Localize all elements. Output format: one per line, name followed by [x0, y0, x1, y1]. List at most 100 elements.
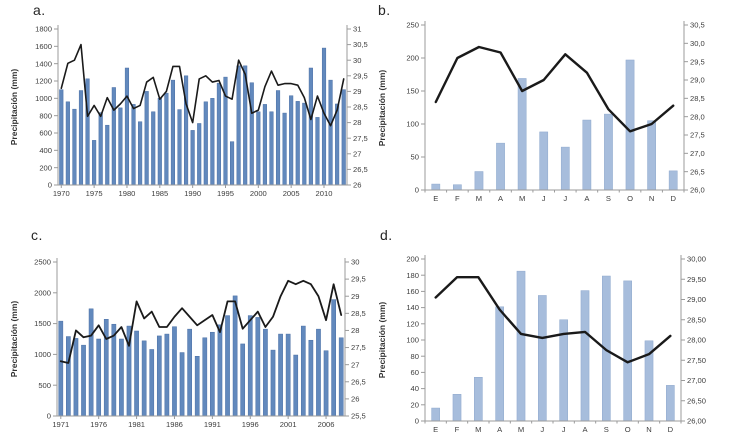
left-tick-label: 600	[39, 129, 52, 138]
bar	[118, 107, 123, 186]
bar	[270, 349, 276, 417]
bar	[496, 142, 505, 191]
right-tick-label: 30,5	[353, 40, 368, 49]
bar	[331, 299, 336, 417]
bar	[452, 394, 462, 422]
bar	[72, 108, 77, 186]
left-tick-label: 250	[406, 21, 419, 30]
line-series	[60, 43, 345, 127]
right-tick-label: 26,5	[351, 377, 366, 386]
chart-a: 1800160014001200100080060040020003130,53…	[35, 25, 368, 198]
bar	[308, 339, 314, 417]
left-tick-label: 0	[48, 181, 52, 190]
bar	[295, 101, 300, 186]
right-tick-label: 27	[353, 149, 361, 158]
bar	[453, 184, 462, 191]
bar	[236, 65, 241, 186]
right-tick-label: 27,5	[690, 131, 705, 140]
bar	[210, 98, 215, 186]
right-tick-label: 30	[353, 56, 361, 65]
x-tick-label: 1976	[90, 420, 107, 429]
bar	[149, 349, 155, 417]
bar	[269, 111, 274, 186]
bar	[278, 333, 283, 417]
bar	[256, 111, 261, 186]
bar	[81, 344, 86, 417]
bar	[92, 140, 97, 186]
right-tick-label: 28,50	[687, 315, 706, 324]
right-tick-label: 27,5	[351, 343, 366, 352]
x-tick-label: 1985	[151, 189, 168, 198]
x-tick-label: E	[433, 194, 438, 203]
x-tick-label: E	[433, 425, 438, 434]
bar	[172, 326, 177, 417]
bar	[164, 333, 170, 417]
bar	[78, 90, 84, 186]
bar	[338, 337, 344, 417]
x-tick-label: 1986	[166, 420, 183, 429]
bar	[293, 354, 299, 417]
x-tick-label: 1971	[52, 420, 69, 429]
right-tick-label: 28	[351, 326, 359, 335]
chart-b: 250 200 150 100 50 0 30,5 30,0 29,5 29,0 28,5 28,0 2…	[406, 21, 705, 203]
left-tick-label: 50	[411, 153, 419, 162]
line-series	[59, 279, 343, 364]
bar	[141, 340, 147, 417]
left-tick-label: 200	[406, 255, 419, 264]
bar	[625, 59, 635, 191]
x-tick-label: O	[627, 194, 633, 203]
chart-d: 20018016014012010080604020030,0029,5029,…	[406, 255, 706, 434]
bar	[210, 331, 215, 417]
bar	[647, 120, 656, 191]
panel-c: c. Precipitación (mm) 2500 2000 1500 1000 50…	[0, 219, 368, 437]
right-tick-label: 27,5	[353, 134, 368, 143]
bar	[59, 89, 64, 186]
bar	[170, 79, 175, 186]
bar	[66, 336, 71, 417]
bar	[580, 290, 590, 422]
bar	[474, 377, 483, 422]
left-tick-label: 1800	[35, 25, 52, 34]
bar	[230, 141, 235, 186]
left-tick-label: 1000	[35, 94, 52, 103]
right-tick-label: 28,00	[687, 336, 706, 345]
bar	[103, 319, 109, 417]
x-tick-label: S	[606, 194, 611, 203]
bar	[249, 82, 254, 186]
left-tick-label: 1000	[34, 350, 51, 359]
left-tick-label: 120	[406, 319, 419, 328]
bar	[538, 295, 547, 422]
x-tick-label: M	[475, 425, 481, 434]
bar	[282, 112, 287, 186]
left-tick-label: 40	[411, 384, 419, 393]
bar	[302, 102, 307, 186]
x-tick-label: N	[646, 425, 651, 434]
right-tick-label: 27,50	[687, 356, 706, 365]
right-tick-label: 26,5	[353, 165, 368, 174]
line-series	[434, 276, 672, 364]
x-tick-label: 1995	[217, 189, 234, 198]
left-tick-label: 150	[406, 87, 419, 96]
left-tick-label: 1400	[35, 59, 52, 68]
right-tick-label: 28,5	[353, 103, 368, 112]
right-tick-label: 29,00	[687, 295, 706, 304]
bar	[179, 352, 185, 417]
bar	[300, 325, 306, 417]
bar	[431, 183, 441, 191]
bar	[316, 328, 321, 417]
x-tick-label: 2001	[280, 420, 297, 429]
bar	[623, 280, 632, 422]
x-tick-label: A	[584, 194, 590, 203]
x-tick-label: 2006	[318, 420, 335, 429]
x-tick-label: J	[563, 194, 567, 203]
bar	[88, 308, 94, 417]
bar	[474, 171, 484, 191]
bar	[111, 87, 116, 186]
left-tick-label: 0	[47, 412, 51, 421]
left-tick-label: 2500	[34, 258, 51, 267]
right-tick-label: 28	[353, 118, 361, 127]
x-tick-label: 1980	[119, 189, 136, 198]
left-tick-label: 1500	[34, 319, 51, 328]
x-tick-label: 1990	[184, 189, 201, 198]
bar	[177, 109, 182, 186]
